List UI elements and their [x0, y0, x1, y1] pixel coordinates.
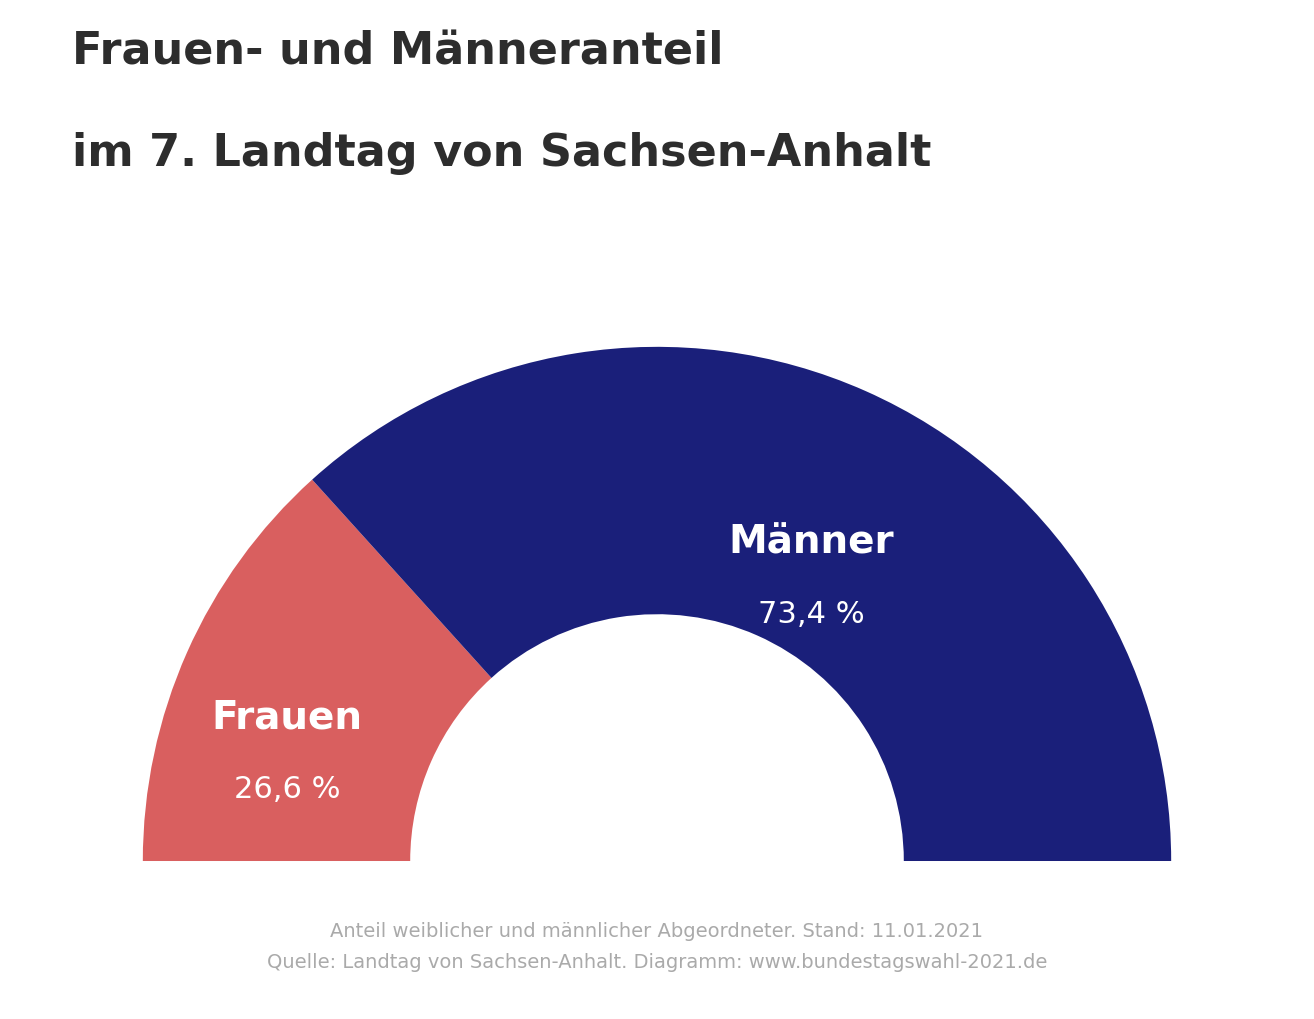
Text: Männer: Männer	[728, 523, 894, 561]
Text: 26,6 %: 26,6 %	[234, 774, 340, 804]
Wedge shape	[143, 480, 491, 861]
Text: Frauen- und Männeranteil: Frauen- und Männeranteil	[72, 31, 724, 73]
Text: 73,4 %: 73,4 %	[758, 600, 865, 629]
Text: Quelle: Landtag von Sachsen-Anhalt. Diagramm: www.bundestagswahl-2021.de: Quelle: Landtag von Sachsen-Anhalt. Diag…	[267, 953, 1047, 972]
Text: Anteil weiblicher und männlicher Abgeordneter. Stand: 11.01.2021: Anteil weiblicher und männlicher Abgeord…	[331, 922, 983, 942]
Text: Frauen: Frauen	[212, 698, 363, 736]
Text: im 7. Landtag von Sachsen-Anhalt: im 7. Landtag von Sachsen-Anhalt	[72, 132, 932, 175]
Wedge shape	[313, 346, 1171, 861]
